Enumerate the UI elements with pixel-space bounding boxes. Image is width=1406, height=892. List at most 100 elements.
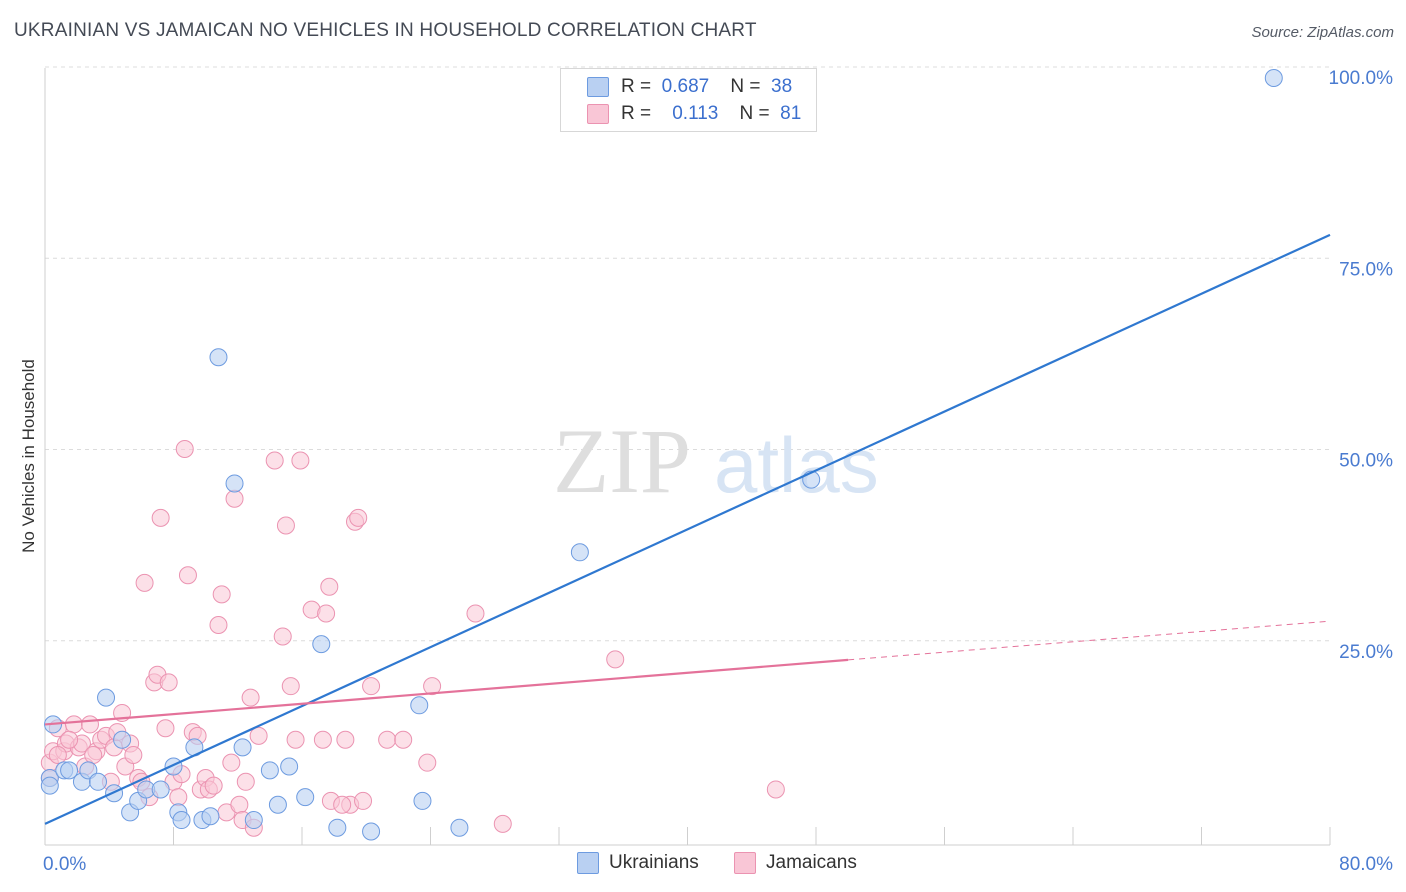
jamaican-point [378,730,397,749]
jamaican-point [84,746,103,765]
jamaican-point [418,753,437,772]
ukrainian-point [280,757,299,776]
jamaican-point [423,677,442,696]
axes [44,68,1331,846]
ukrainian-point [260,761,279,780]
jamaican-point [349,508,368,527]
jamaican-point [606,650,625,669]
ukrainian-point [450,818,469,837]
jamaican-point [204,776,223,795]
series-legend: Ukrainians Jamaicans [0,852,1406,878]
jamaican-point [225,489,244,508]
jamaican-point [320,577,339,596]
y-tick-label: 50.0% [1339,451,1393,472]
ukrainian-point [225,474,244,493]
x-tick-label-max: 80.0% [1339,854,1393,875]
jamaican-point [169,788,188,807]
ukrainian-point [40,776,59,795]
jamaican-point [64,715,83,734]
jamaican-point [60,730,79,749]
gridlines [45,66,1330,642]
x-tick-label-min: 0.0% [43,854,86,875]
jamaican-point [394,730,413,749]
legend-n-value: 81 [780,103,802,124]
y-axis-label: No Vehicles in Household [19,359,38,553]
jamaican-point [286,730,305,749]
ukrainian-point [296,788,315,807]
ukrainian-point [570,543,589,562]
jamaican-point [175,440,194,459]
jamaican-point [291,451,310,470]
jamaican-point [466,604,485,623]
jamaican-point [230,795,249,814]
legend-n-label: N = [730,76,761,97]
trendlines [44,233,1331,825]
legend-r-value: 0.113 [672,103,719,124]
jamaican-point [212,585,231,604]
correlation-legend: R = 0.687 N = 38 R = 0.113 N = 81 [560,68,817,132]
legend-n-value: 38 [771,76,793,97]
jamaican-point [273,627,292,646]
jamaican-point [336,730,355,749]
jamaican-point [281,677,300,696]
watermark-atlas: atlas [714,421,879,509]
jamaican-point [333,795,352,814]
ukrainian-point [201,807,220,826]
legend-r-value: 0.687 [661,76,710,97]
ukrainian-trendline [44,233,1331,825]
chart-title: UKRAINIAN VS JAMAICAN NO VEHICLES IN HOU… [14,20,757,41]
legend-r-label: R = [621,103,652,124]
jamaican-point [313,730,332,749]
tick-labels: 25.0% 50.0% 75.0% 100.0% 0.0% 80.0% [43,68,1393,875]
legend-r-label: R = [621,76,652,97]
jamaican-point [159,673,178,692]
blue-points [40,69,1283,841]
jamaican-point [156,719,175,738]
ukrainian-point [60,761,79,780]
jamaican-point [276,516,295,535]
jamaican-point [354,791,373,810]
ukrainian-point [413,791,432,810]
series-swatch-pink [734,852,756,874]
ukrainian-point [97,688,116,707]
ukrainian-point [362,822,381,841]
jamaican-point [151,508,170,527]
y-tick-label: 25.0% [1339,642,1393,663]
legend-row-jamaicans: R = 0.113 N = 81 [587,102,801,126]
ukrainian-point [172,811,191,830]
jamaican-point [124,746,143,765]
jamaican-point [209,615,228,634]
ukrainian-point [1264,69,1283,87]
jamaican-trendline-extension [848,620,1331,661]
series-legend-ukrainians[interactable]: Ukrainians [577,852,699,874]
ukrainian-point [410,696,429,715]
ukrainian-point [209,348,228,367]
jamaican-point [222,753,241,772]
ukrainian-point [268,795,287,814]
ukrainian-point [233,738,252,757]
ukrainian-point [244,811,263,830]
series-label-jamaicans: Jamaicans [766,852,857,873]
jamaican-point [241,688,260,707]
watermark: ZIP atlas [553,410,879,512]
y-tick-label: 100.0% [1329,68,1394,89]
source-label: Source: ZipAtlas.com [1251,24,1394,41]
ukrainian-point [79,761,98,780]
ukrainian-point [328,818,347,837]
jamaican-point [48,746,67,765]
jamaican-point [178,566,197,585]
jamaican-trendline [44,658,849,726]
series-swatch-blue [577,852,599,874]
legend-swatch-pink [587,104,609,124]
jamaican-point [766,780,785,799]
ukrainian-point [312,635,331,654]
jamaican-point [265,451,284,470]
series-legend-jamaicans[interactable]: Jamaicans [734,852,857,874]
jamaican-point [249,726,268,745]
jamaican-point [236,772,255,791]
ukrainian-point [89,772,108,791]
ukrainian-point [113,730,132,749]
ukrainian-point [151,780,170,799]
pink-points [40,440,785,837]
